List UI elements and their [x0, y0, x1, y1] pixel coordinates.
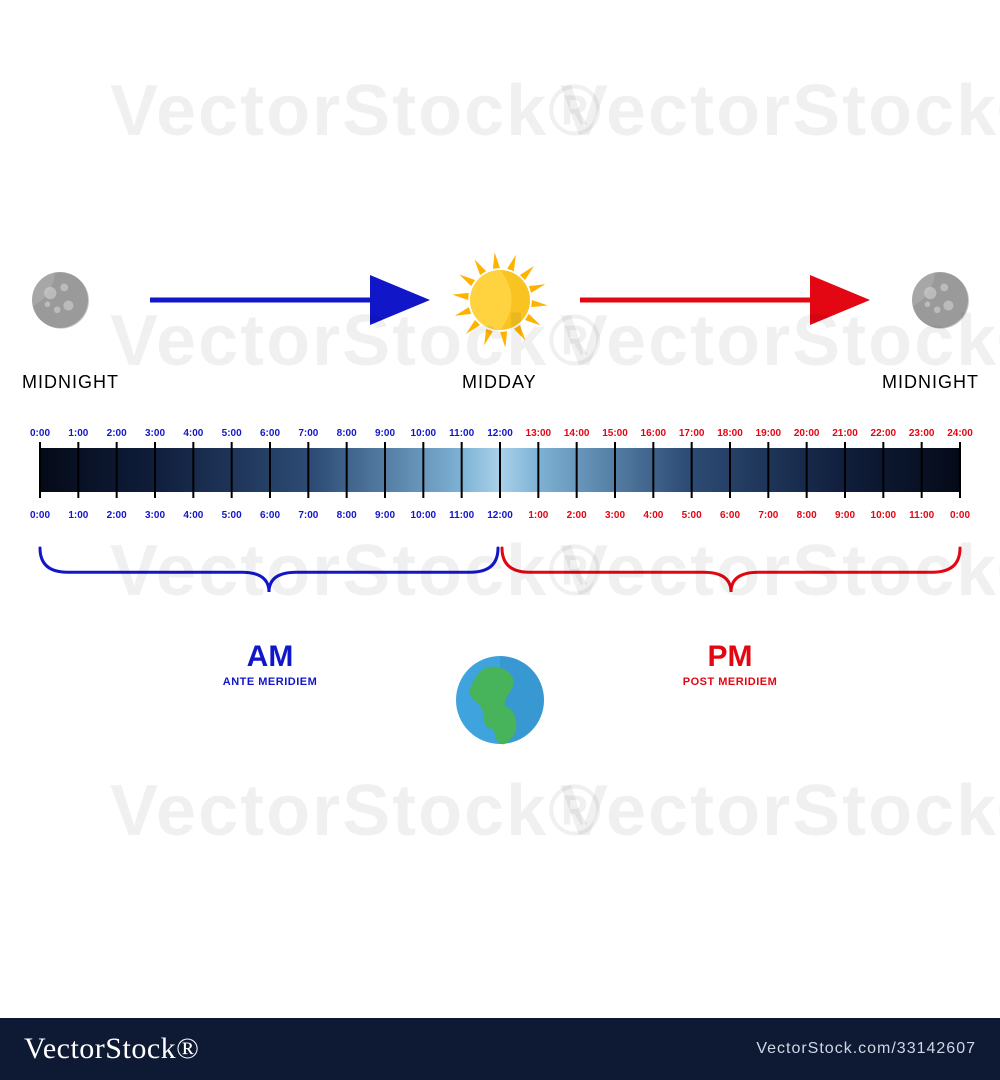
- tick-label-12h: 5:00: [222, 510, 242, 521]
- tick-label-12h: 5:00: [682, 510, 702, 521]
- watermark-text: VectorStock®: [110, 530, 603, 612]
- tick-label-24h: 23:00: [909, 428, 935, 439]
- pm-subtitle: POST MERIDIEM: [683, 676, 778, 688]
- tick-label-24h: 7:00: [298, 428, 318, 439]
- label-midnight-left: MIDNIGHT: [22, 372, 119, 393]
- tick-label-24h: 22:00: [871, 428, 897, 439]
- footer-brand: VectorStock®: [24, 1032, 199, 1066]
- tick-label-12h: 3:00: [605, 510, 625, 521]
- tick-label-12h: 6:00: [720, 510, 740, 521]
- am-title: AM: [247, 640, 294, 674]
- tick-label-12h: 1:00: [528, 510, 548, 521]
- tick-label-24h: 16:00: [641, 428, 667, 439]
- moon-icon: [32, 272, 89, 329]
- watermark-text: VectorStock®: [560, 300, 1000, 382]
- tick-label-12h: 2:00: [567, 510, 587, 521]
- tick-label-12h: 8:00: [337, 510, 357, 521]
- tick-label-24h: 0:00: [30, 428, 50, 439]
- tick-label-24h: 6:00: [260, 428, 280, 439]
- pm-title: PM: [708, 640, 753, 674]
- tick-label-12h: 10:00: [411, 510, 437, 521]
- tick-label-24h: 1:00: [68, 428, 88, 439]
- tick-label-24h: 24:00: [947, 428, 973, 439]
- tick-label-12h: 4:00: [183, 510, 203, 521]
- tick-label-12h: 7:00: [758, 510, 778, 521]
- tick-label-24h: 21:00: [832, 428, 858, 439]
- tick-label-12h: 0:00: [30, 510, 50, 521]
- tick-label-12h: 8:00: [797, 510, 817, 521]
- tick-label-24h: 13:00: [526, 428, 552, 439]
- tick-label-24h: 10:00: [411, 428, 437, 439]
- tick-label-12h: 1:00: [68, 510, 88, 521]
- tick-label-24h: 12:00: [487, 428, 513, 439]
- footer-ref: VectorStock.com/33142607: [756, 1040, 976, 1058]
- tick-label-12h: 11:00: [909, 510, 934, 521]
- tick-label-12h: 7:00: [298, 510, 318, 521]
- tick-label-24h: 15:00: [602, 428, 628, 439]
- watermark-text: VectorStock®: [110, 770, 603, 852]
- tick-label-24h: 8:00: [337, 428, 357, 439]
- watermark-text: VectorStock®: [560, 770, 1000, 852]
- tick-label-24h: 2:00: [107, 428, 127, 439]
- braces: [0, 0, 1000, 1080]
- moon-icon: [912, 272, 969, 329]
- am-brace: [40, 548, 498, 592]
- tick-label-24h: 11:00: [449, 428, 474, 439]
- watermark-text: VectorStock®: [110, 300, 603, 382]
- am-subtitle: ANTE MERIDIEM: [223, 676, 318, 688]
- tick-label-24h: 9:00: [375, 428, 395, 439]
- tick-label-24h: 3:00: [145, 428, 165, 439]
- tick-label-24h: 20:00: [794, 428, 820, 439]
- tick-label-12h: 2:00: [107, 510, 127, 521]
- icons-row-svg: [0, 0, 1000, 1080]
- tick-label-24h: 4:00: [183, 428, 203, 439]
- watermark-text: VectorStock®: [560, 530, 1000, 612]
- tick-label-24h: 18:00: [717, 428, 743, 439]
- watermark-text: VectorStock®: [110, 70, 603, 152]
- tick-label-12h: 10:00: [871, 510, 897, 521]
- diagram-stage: MIDNIGHT MIDDAY MIDNIGHT 0:00 1:00 2:00 3:0…: [0, 0, 1000, 1080]
- tick-label-12h: 9:00: [375, 510, 395, 521]
- tick-label-24h: 17:00: [679, 428, 705, 439]
- tick-label-24h: 19:00: [756, 428, 782, 439]
- tick-label-12h: 3:00: [145, 510, 165, 521]
- label-midday: MIDDAY: [462, 372, 537, 393]
- watermark-text: VectorStock®: [560, 70, 1000, 152]
- tick-label-12h: 9:00: [835, 510, 855, 521]
- tick-label-12h: 6:00: [260, 510, 280, 521]
- label-midnight-right: MIDNIGHT: [882, 372, 979, 393]
- footer-bar: VectorStock® VectorStock.com/33142607: [0, 1018, 1000, 1080]
- earth-icon: [456, 656, 544, 744]
- tick-label-24h: 5:00: [222, 428, 242, 439]
- timeline-bar: [0, 0, 1000, 1080]
- tick-label-12h: 0:00: [950, 510, 970, 521]
- pm-brace: [502, 548, 960, 592]
- tick-label-12h: 12:00: [487, 510, 513, 521]
- tick-label-24h: 14:00: [564, 428, 590, 439]
- sun-icon: [452, 252, 547, 347]
- tick-label-12h: 4:00: [643, 510, 663, 521]
- tick-label-12h: 11:00: [449, 510, 474, 521]
